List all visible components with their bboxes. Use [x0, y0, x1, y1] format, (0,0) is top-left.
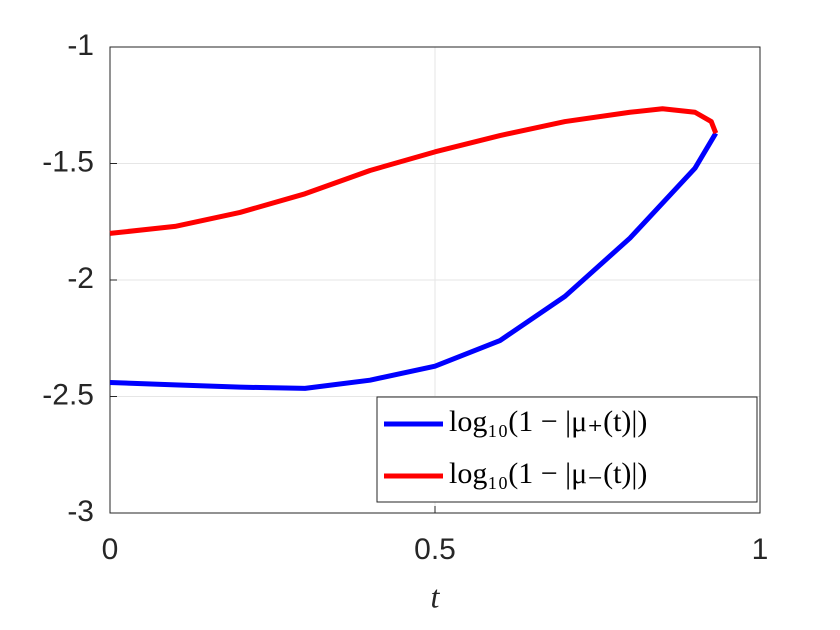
y-tick-label: -2 — [67, 262, 94, 295]
legend: log₁₀(1 − |μ₊(t)|) log₁₀(1 − |μ₋(t)|) — [376, 396, 758, 503]
x-tick-label: 1 — [752, 533, 769, 566]
line-series — [109, 131, 718, 391]
axes-box — [109, 46, 761, 514]
legend-label: log₁₀(1 − |μ₊(t)|) — [449, 405, 647, 438]
legend-label: log₁₀(1 − |μ₋(t)|) — [449, 457, 647, 490]
y-tick-label: -1 — [67, 29, 94, 62]
line-series — [109, 106, 719, 236]
x-tick-label: 0.5 — [414, 533, 456, 566]
y-tick-label: -1.5 — [42, 145, 94, 178]
y-tick-label: -3 — [67, 495, 94, 528]
y-tick-label: -2.5 — [42, 378, 94, 411]
x-axis-label: t — [431, 578, 441, 614]
x-tick-label: 0 — [102, 533, 119, 566]
legend-box — [376, 396, 758, 503]
